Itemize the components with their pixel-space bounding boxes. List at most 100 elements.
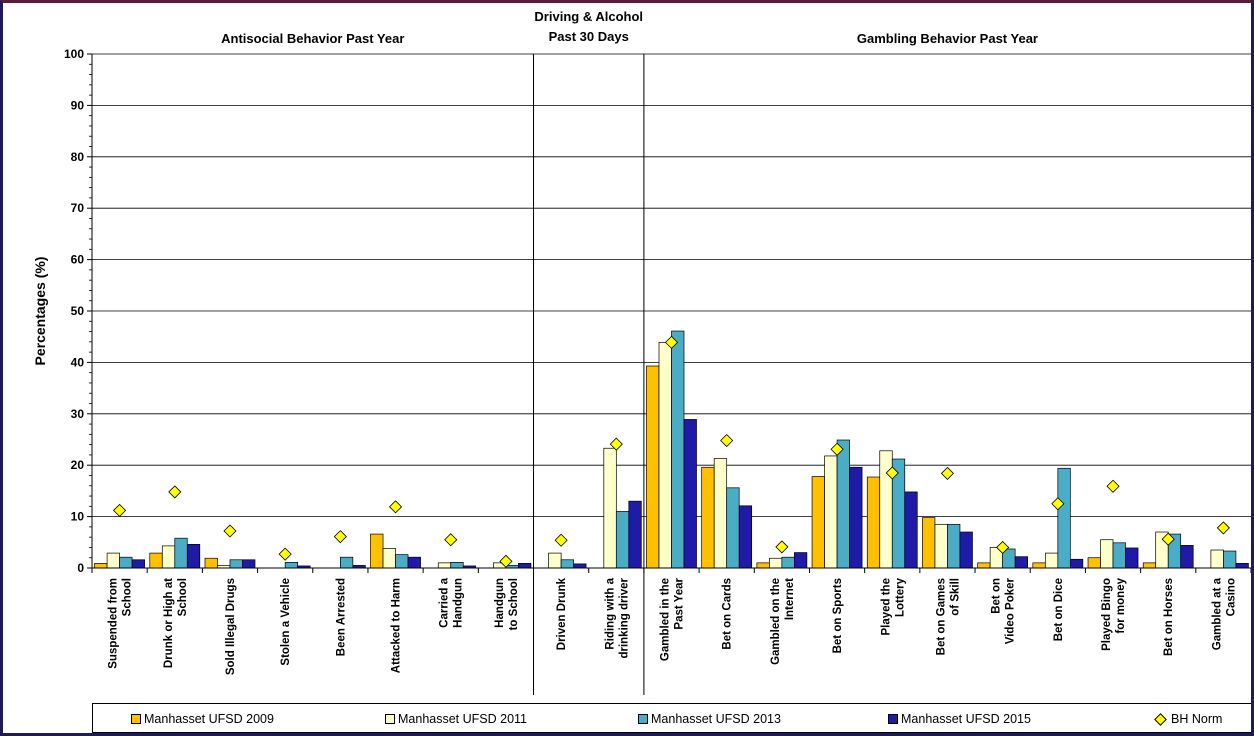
category-label: Bet on Sports — [832, 578, 844, 653]
category-label: Internet — [784, 578, 796, 620]
category-label: Gambled at a — [1211, 577, 1223, 650]
norm-marker — [940, 466, 955, 480]
bar — [781, 556, 795, 569]
legend-item: Manhasset UFSD 2009 — [131, 711, 274, 727]
category-label: Bet on Horses — [1163, 578, 1175, 656]
category-label: Played the — [880, 578, 892, 636]
category-labels: Suspended from School Drunk or High at Scho… — [108, 577, 1238, 675]
y-tick-label: 60 — [71, 253, 85, 267]
legend-item: BH Norm — [1153, 711, 1222, 727]
bar — [1057, 467, 1071, 569]
bar — [229, 559, 243, 569]
bar — [284, 561, 299, 569]
bar — [713, 458, 728, 569]
bar — [518, 563, 532, 569]
bar — [769, 557, 783, 569]
bar — [1210, 549, 1224, 569]
axes: 0 10 20 30 40 50 60 70 80 90 100 — [64, 47, 1252, 575]
category-label: Drunk or High at — [163, 578, 175, 668]
bar — [407, 556, 421, 569]
category-label: Bet on Cards — [722, 578, 734, 650]
norm-marker — [1161, 532, 1175, 546]
bar — [1125, 547, 1139, 569]
y-tick-label: 80 — [71, 150, 85, 164]
legend-label: Manhasset UFSD 2009 — [144, 712, 274, 726]
bars — [94, 330, 1249, 569]
legend-label: BH Norm — [1171, 712, 1223, 726]
bar — [1180, 545, 1194, 569]
category-label: Suspended from — [108, 578, 120, 669]
norm-marker — [1106, 479, 1120, 493]
y-tick-label: 100 — [64, 47, 84, 61]
bar — [186, 544, 201, 569]
section-title: Gambling Behavior Past Year — [857, 31, 1038, 46]
y-tick-label: 10 — [71, 510, 85, 524]
category-label: Riding with a — [604, 577, 616, 649]
norm-marker — [1051, 497, 1065, 511]
bar — [824, 455, 838, 569]
norm-marker — [223, 524, 237, 538]
category-label: for money — [1115, 577, 1127, 633]
norm-marker — [554, 533, 568, 547]
legend-swatch — [888, 714, 898, 724]
bar — [149, 552, 163, 569]
category-label: Carried a — [439, 577, 451, 627]
legend-item: Manhasset UFSD 2013 — [638, 711, 781, 727]
legend-item: Manhasset UFSD 2011 — [385, 711, 527, 727]
norm-marker — [278, 547, 292, 561]
y-axis-label: Percentages (%) — [32, 257, 48, 366]
bar — [738, 505, 753, 569]
bar — [573, 563, 587, 569]
bar — [1069, 558, 1084, 569]
bar — [849, 466, 863, 569]
bar — [174, 537, 188, 569]
bar — [794, 552, 808, 569]
gridlines — [92, 53, 1251, 695]
bar — [340, 556, 354, 569]
category-label: Gambled on the — [770, 578, 782, 665]
legend-swatch — [638, 714, 648, 724]
section-title: Antisocial Behavior Past Year — [221, 31, 404, 46]
category-label: Video Poker — [1005, 577, 1017, 644]
category-label: Bet on Dice — [1053, 578, 1065, 641]
category-label: to School — [508, 578, 520, 630]
bar — [548, 552, 562, 569]
bar — [646, 365, 660, 569]
y-tick-label: 70 — [71, 201, 85, 215]
bar — [756, 562, 770, 569]
legend-item: Manhasset UFSD 2015 — [888, 711, 1031, 727]
category-label: Attacked to Harm — [391, 578, 403, 673]
legend: Manhasset UFSD 2009 Manhasset UFSD 2011 Ma… — [92, 703, 1252, 733]
bar — [671, 330, 685, 569]
bar — [701, 466, 715, 569]
bar — [1235, 563, 1249, 569]
bar — [977, 562, 991, 569]
bar — [934, 523, 948, 569]
category-label: of Skill — [949, 578, 961, 616]
bar — [1032, 562, 1046, 569]
bar — [242, 559, 256, 569]
bar — [628, 500, 642, 569]
norm-marker — [499, 554, 513, 568]
bar — [106, 552, 120, 569]
bar — [959, 531, 973, 569]
category-label: Bet on — [991, 578, 1003, 614]
y-tick-label: 20 — [71, 458, 85, 472]
section-title: Driving & Alcohol — [534, 9, 643, 24]
category-label: Handgun — [453, 578, 465, 628]
bar — [204, 557, 218, 569]
norm-marker — [830, 442, 844, 456]
bar — [1223, 550, 1237, 569]
y-tick-label: 0 — [77, 561, 84, 575]
category-label: Played Bingo — [1101, 578, 1113, 651]
bar — [131, 559, 145, 569]
category-label: Casino — [1225, 578, 1237, 616]
legend-label: Manhasset UFSD 2011 — [398, 712, 527, 726]
bar — [658, 342, 672, 569]
bar — [382, 548, 396, 569]
bar — [683, 419, 697, 569]
bar — [94, 563, 108, 569]
bar — [119, 556, 133, 569]
norm-marker — [1216, 521, 1230, 535]
